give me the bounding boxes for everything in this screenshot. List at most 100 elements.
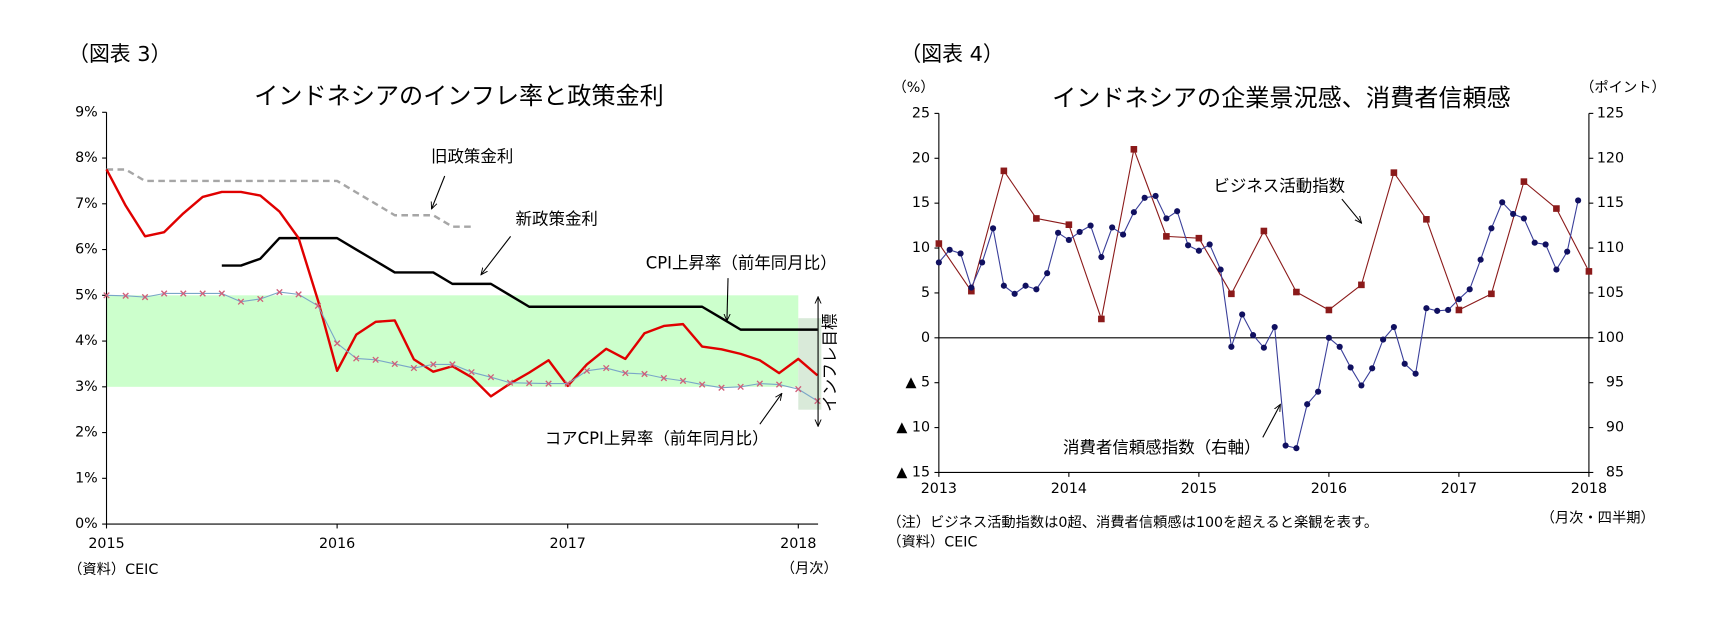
marker xyxy=(180,290,187,297)
y2-tick-label: 105 xyxy=(1597,285,1624,301)
marker xyxy=(1315,388,1322,395)
marker xyxy=(1163,215,1170,222)
marker xyxy=(372,356,379,364)
note: （注）ビジネス活動指数は0超、消費者信頼感は100を超えると楽観を表す。 xyxy=(887,514,1378,531)
arrow xyxy=(1262,404,1281,438)
marker xyxy=(660,374,668,382)
marker xyxy=(603,364,610,372)
marker xyxy=(641,370,648,378)
marker xyxy=(1130,209,1137,216)
x-unit: （月次・四半期） xyxy=(1541,510,1655,527)
y-tick-label: ▲ 15 xyxy=(896,464,930,480)
marker xyxy=(1152,192,1159,200)
marker xyxy=(935,240,943,247)
y2-tick-label: 120 xyxy=(1597,150,1624,166)
y-tick-label: 5 xyxy=(921,285,930,301)
marker xyxy=(1423,216,1430,223)
marker xyxy=(583,367,591,375)
y-tick-label: 3% xyxy=(75,379,98,395)
marker xyxy=(1185,242,1192,249)
marker xyxy=(1120,231,1127,238)
marker xyxy=(1585,268,1593,275)
marker xyxy=(1390,323,1397,331)
marker xyxy=(1076,228,1083,235)
y-tick-label: 25 xyxy=(912,105,930,121)
x-tick-label: 2016 xyxy=(319,536,355,552)
marker xyxy=(525,379,533,387)
series-line xyxy=(105,168,819,398)
marker xyxy=(698,381,706,388)
y2-tick-label: 90 xyxy=(1606,420,1624,436)
arrow xyxy=(1341,198,1362,223)
marker xyxy=(1423,305,1430,312)
marker xyxy=(1260,344,1267,351)
marker xyxy=(1087,222,1094,229)
x-tick-label: 2015 xyxy=(1181,481,1217,497)
marker xyxy=(1336,343,1343,350)
marker xyxy=(1304,401,1311,408)
marker xyxy=(1109,224,1116,231)
y-tick-label: 4% xyxy=(75,333,98,349)
y2-unit: （ポイント） xyxy=(1580,79,1666,96)
marker xyxy=(1325,306,1333,314)
marker xyxy=(1000,282,1007,289)
marker xyxy=(1000,167,1008,175)
marker xyxy=(989,225,997,232)
source: （資料）CEIC xyxy=(887,534,977,551)
marker xyxy=(1228,290,1235,298)
marker xyxy=(257,295,264,303)
marker xyxy=(1455,306,1463,314)
x-unit: （月次） xyxy=(781,560,838,577)
y-tick-label: 2% xyxy=(75,425,98,441)
marker xyxy=(1575,197,1582,204)
marker xyxy=(1174,208,1181,215)
y2-tick-label: 95 xyxy=(1606,375,1624,391)
y-tick-label: 15 xyxy=(912,195,930,211)
marker xyxy=(1358,382,1365,389)
marker xyxy=(353,355,360,362)
marker xyxy=(1358,281,1365,289)
marker xyxy=(545,380,552,387)
marker xyxy=(333,340,341,347)
marker xyxy=(391,360,398,368)
y2-tick-label: 100 xyxy=(1597,330,1624,346)
y-tick-label: 5% xyxy=(75,287,98,303)
marker xyxy=(295,291,302,298)
marker xyxy=(1520,178,1528,185)
arrow xyxy=(432,175,446,209)
arrow xyxy=(727,278,728,321)
marker xyxy=(1065,236,1072,244)
marker xyxy=(1239,311,1246,318)
marker xyxy=(564,380,571,387)
x-tick-label: 2015 xyxy=(88,536,124,552)
marker xyxy=(1510,210,1517,218)
series-label: 新政策金利 xyxy=(516,209,598,228)
series-label: ビジネス活動指数 xyxy=(1213,176,1345,195)
marker xyxy=(795,385,802,393)
marker xyxy=(410,364,418,372)
chart-title: インドネシアの企業景況感、消費者信頼感 xyxy=(1052,84,1511,112)
marker xyxy=(430,361,437,368)
marker xyxy=(1250,332,1257,339)
marker xyxy=(1098,315,1105,323)
series-line xyxy=(106,291,818,402)
marker xyxy=(1228,343,1235,350)
marker xyxy=(1098,253,1105,261)
marker xyxy=(276,288,283,296)
marker xyxy=(1033,215,1040,222)
marker xyxy=(1369,365,1376,372)
marker xyxy=(218,290,226,297)
series-label: 消費者信頼感指数（右軸） xyxy=(1063,438,1261,457)
marker xyxy=(1412,370,1419,377)
marker xyxy=(1195,247,1202,254)
marker xyxy=(1065,221,1073,229)
marker xyxy=(1520,215,1527,222)
y-tick-label: 0 xyxy=(921,330,930,346)
marker xyxy=(1531,239,1538,246)
y-tick-label: 10 xyxy=(912,240,930,256)
series-label: コアCPI上昇率（前年同月比） xyxy=(545,429,769,448)
marker xyxy=(1553,205,1560,212)
chart-title: インドネシアのインフレ率と政策金利 xyxy=(254,82,664,110)
marker xyxy=(775,381,783,388)
